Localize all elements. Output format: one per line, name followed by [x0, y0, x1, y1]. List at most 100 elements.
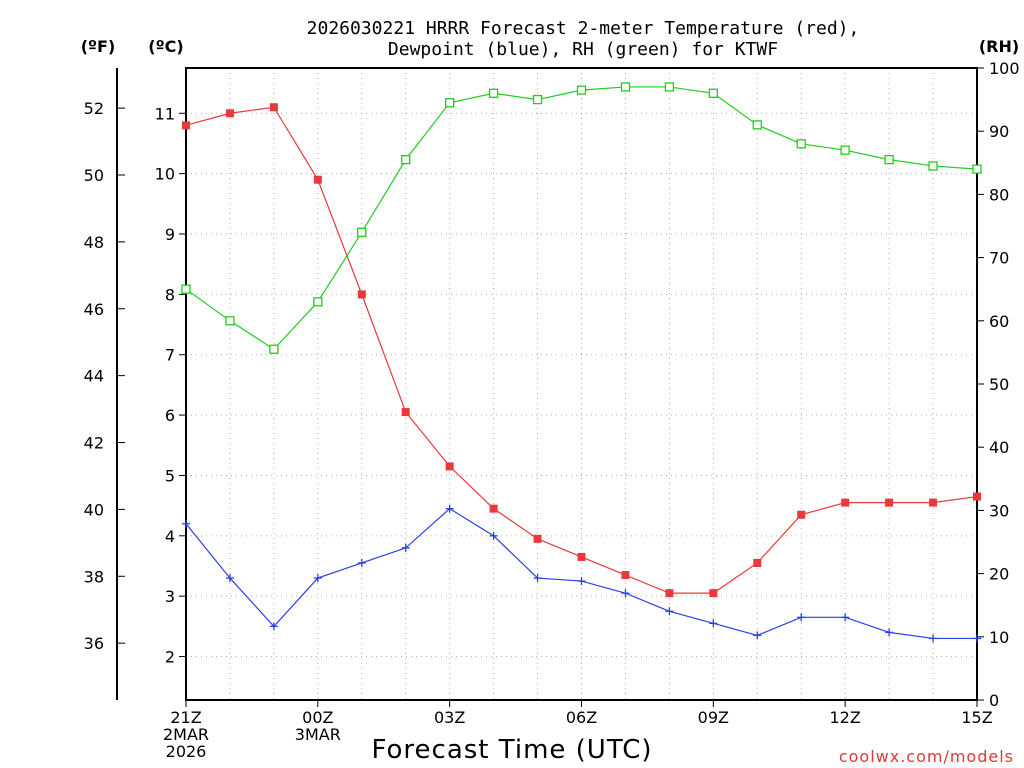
- rh-point: [269, 344, 279, 354]
- dewpoint-point: [313, 574, 322, 583]
- x-tick-label: 03Z: [434, 708, 465, 727]
- fahrenheit-tick-label: 48: [84, 233, 104, 252]
- rh-tick-label: 30: [989, 501, 1009, 520]
- rh-tick-label: 0: [989, 691, 999, 710]
- rh-tick-label: 70: [989, 249, 1009, 268]
- x-tick-label: 15Z: [961, 708, 992, 727]
- rh-tick-label: 40: [989, 438, 1009, 457]
- dewpoint-point: [797, 613, 806, 622]
- axis-labels: 2 3 4 5 6 7 8 9 10 11 36 38 40 42 44 46 48 50 52 0 10 20 30 40 5…: [84, 59, 1020, 761]
- rh-point: [708, 88, 718, 98]
- gridlines: [186, 68, 977, 700]
- dewpoint-point: [973, 634, 981, 643]
- temperature-point: [533, 534, 542, 543]
- rh-tick-label: 20: [989, 565, 1009, 584]
- temperature-point: [225, 109, 234, 118]
- celsius-tick-label: 9: [165, 225, 175, 244]
- x-tick-label: 2026: [166, 742, 207, 761]
- rh-point: [972, 164, 982, 174]
- temperature-point: [313, 175, 322, 184]
- data-series: [181, 82, 982, 643]
- rh-point: [401, 154, 411, 165]
- series-temperature: [182, 103, 981, 598]
- temperature-point: [841, 498, 850, 507]
- rh-tick-label: 60: [989, 312, 1009, 331]
- rh-point: [181, 284, 191, 294]
- celsius-tick-label: 3: [165, 587, 175, 606]
- rh-tick-label: 100: [989, 59, 1020, 78]
- temperature-point: [577, 552, 586, 561]
- rh-point: [796, 139, 806, 149]
- dewpoint-point: [182, 519, 190, 528]
- x-tick-label: 2MAR: [163, 725, 209, 744]
- rh-point: [884, 154, 894, 165]
- temperature-point: [269, 103, 278, 112]
- fahrenheit-tick-label: 52: [84, 99, 104, 118]
- chart-title-line2: Dewpoint (blue), RH (green) for KTWF: [388, 39, 778, 60]
- dewpoint-point: [621, 589, 630, 598]
- dewpoint-point: [885, 628, 894, 637]
- dewpoint-point: [709, 619, 718, 628]
- rh-point: [664, 82, 675, 92]
- celsius-tick-label: 6: [165, 406, 175, 425]
- rh-tick-label: 50: [989, 375, 1009, 394]
- celsius-tick-label: 11: [155, 104, 175, 123]
- fahrenheit-tick-label: 44: [84, 367, 104, 386]
- temperature-point: [401, 408, 410, 417]
- temperature-point: [709, 589, 718, 598]
- rh-point: [752, 120, 762, 130]
- fahrenheit-unit-label: (ºF): [81, 37, 116, 56]
- dewpoint-point: [445, 504, 454, 513]
- temperature-point: [929, 498, 938, 507]
- dewpoint-point: [753, 631, 762, 640]
- temperature-point: [489, 504, 498, 513]
- temperature-point: [182, 121, 190, 130]
- x-tick-label: 00Z: [302, 708, 333, 727]
- dewpoint-point: [357, 558, 366, 567]
- fahrenheit-tick-label: 38: [84, 567, 104, 586]
- x-tick-label: 06Z: [566, 708, 597, 727]
- fahrenheit-tick-label: 42: [84, 434, 104, 453]
- rh-point: [488, 88, 499, 98]
- series-dewpoint: [182, 504, 981, 643]
- x-tick-label: 21Z: [170, 708, 201, 727]
- dewpoint-point: [269, 622, 278, 631]
- celsius-tick-label: 2: [165, 648, 175, 667]
- rh-point: [532, 94, 543, 105]
- rh-point: [313, 297, 323, 307]
- temperature-point: [445, 462, 454, 471]
- rh-point: [445, 98, 455, 108]
- x-tick-label: 09Z: [698, 708, 729, 727]
- rh-point: [928, 161, 938, 171]
- rh-tick-label: 80: [989, 185, 1009, 204]
- x-tick-label: 12Z: [830, 708, 861, 727]
- temperature-point: [973, 492, 981, 501]
- celsius-tick-label: 8: [165, 285, 175, 304]
- dewpoint-point: [929, 634, 938, 643]
- rh-point: [225, 316, 235, 326]
- temperature-point: [357, 290, 366, 299]
- fahrenheit-tick-label: 40: [84, 500, 104, 519]
- rh-point: [357, 227, 367, 237]
- rh-unit-label: (RH): [979, 37, 1019, 56]
- fahrenheit-tick-label: 36: [84, 634, 104, 653]
- temperature-point: [797, 510, 806, 519]
- celsius-tick-label: 10: [155, 165, 175, 184]
- rh-tick-label: 10: [989, 628, 1009, 647]
- temperature-point: [753, 558, 762, 567]
- celsius-unit-label: (ºC): [148, 37, 183, 56]
- dewpoint-point: [489, 531, 498, 540]
- credit-text: coolwx.com/models: [839, 747, 1014, 766]
- dewpoint-point: [533, 574, 542, 583]
- fahrenheit-tick-label: 46: [84, 300, 104, 319]
- dewpoint-point: [225, 574, 234, 583]
- x-axis-label: Forecast Time (UTC): [371, 735, 652, 765]
- dewpoint-point: [841, 613, 850, 622]
- fahrenheit-tick-label: 50: [84, 166, 104, 185]
- series-rh: [181, 82, 982, 354]
- dewpoint-point: [665, 607, 674, 616]
- chart-title-line1: 2026030221 HRRR Forecast 2-meter Tempera…: [307, 18, 860, 39]
- rh-point: [620, 82, 631, 92]
- celsius-tick-label: 7: [165, 346, 175, 365]
